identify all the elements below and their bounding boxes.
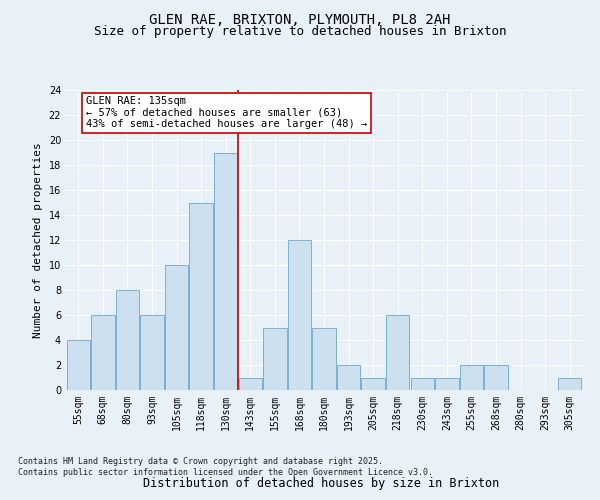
Text: Contains HM Land Registry data © Crown copyright and database right 2025.
Contai: Contains HM Land Registry data © Crown c… [18,458,433,477]
Bar [91,315,115,390]
Bar [558,378,581,390]
Bar [67,340,90,390]
Text: GLEN RAE, BRIXTON, PLYMOUTH, PL8 2AH: GLEN RAE, BRIXTON, PLYMOUTH, PL8 2AH [149,12,451,26]
Bar [313,328,335,390]
Bar [165,265,188,390]
Bar [361,378,385,390]
Bar [460,365,483,390]
Bar [484,365,508,390]
Bar [214,152,238,390]
Bar [190,202,213,390]
Text: Distribution of detached houses by size in Brixton: Distribution of detached houses by size … [143,477,499,490]
Bar [410,378,434,390]
Bar [337,365,360,390]
Bar [435,378,458,390]
Text: Size of property relative to detached houses in Brixton: Size of property relative to detached ho… [94,25,506,38]
Bar [116,290,139,390]
Bar [263,328,287,390]
Text: GLEN RAE: 135sqm
← 57% of detached houses are smaller (63)
43% of semi-detached : GLEN RAE: 135sqm ← 57% of detached house… [86,96,367,130]
Bar [140,315,164,390]
Bar [239,378,262,390]
Y-axis label: Number of detached properties: Number of detached properties [33,142,43,338]
Bar [386,315,409,390]
Bar [288,240,311,390]
